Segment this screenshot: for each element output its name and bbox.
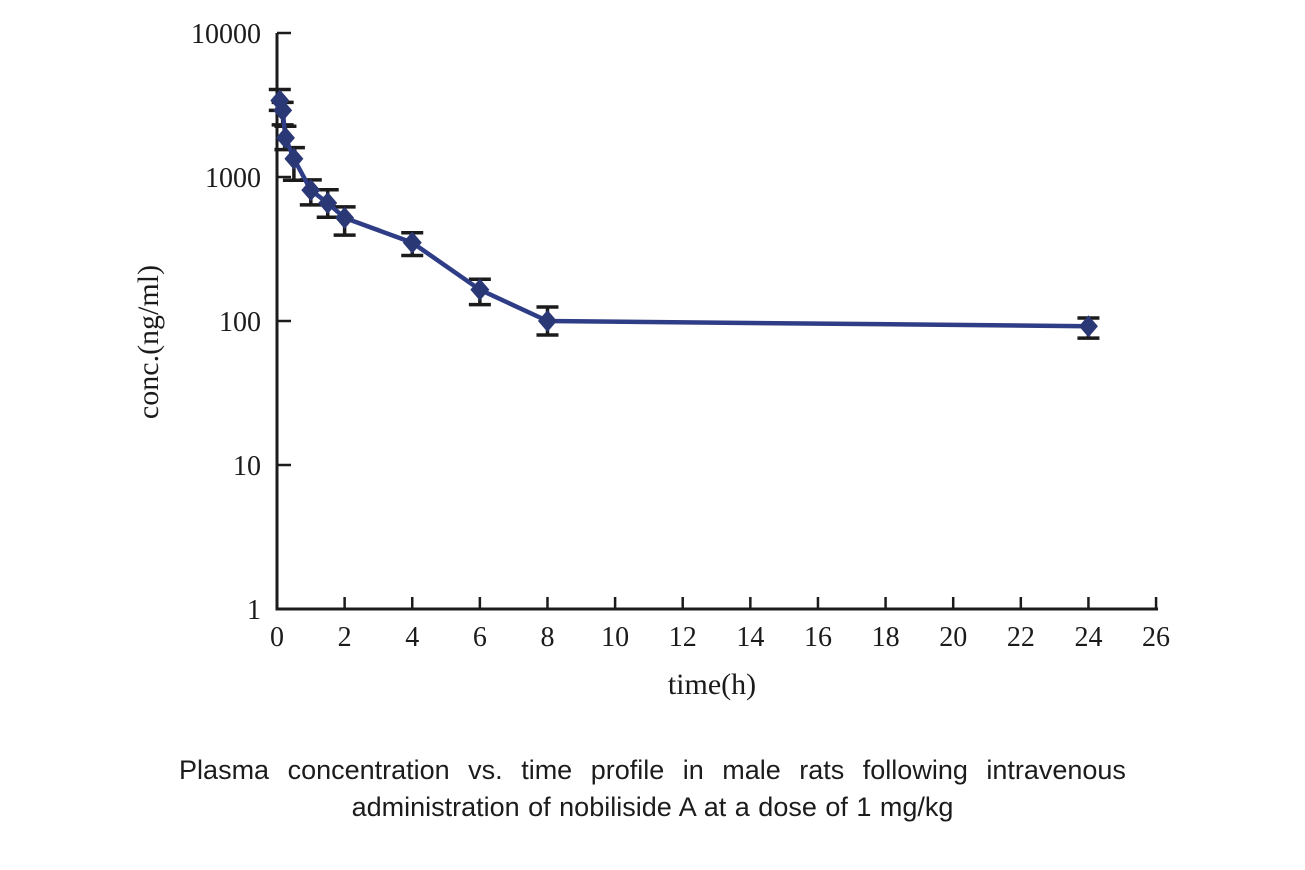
data-point-marker [275,126,295,149]
data-point-marker [335,206,355,229]
series-line [277,98,1091,329]
x-tick-label: 10 [601,622,629,653]
data-point-marker [1078,315,1098,338]
x-tick-label: 14 [736,622,764,653]
x-tick-label: 16 [804,622,832,653]
caption-line-1: Plasma concentration vs. time profile in… [179,755,1126,785]
x-tick-label: 26 [1142,622,1170,653]
data-point-marker [301,179,321,202]
x-tick-label: 8 [540,622,554,653]
figure-caption: Plasma concentration vs. time profile in… [0,752,1305,826]
x-tick-label: 4 [405,622,419,653]
caption-line-2: administration of nobiliside A at a dose… [351,792,954,822]
data-point-marker [318,191,338,214]
y-tick-label: 1 [247,595,261,626]
x-tick-label: 22 [1007,622,1035,653]
x-axis-title: time(h) [668,668,756,701]
data-point-marker [537,310,557,332]
y-tick-label: 100 [219,307,261,338]
x-tick-label: 2 [338,622,352,653]
x-tick-label: 6 [473,622,487,653]
data-point-marker [470,278,490,301]
y-axis-title: conc.(ng/ml) [132,265,165,419]
y-tick-label: 1000 [205,163,261,194]
x-tick-label: 0 [270,622,284,653]
data-point-marker [284,147,304,170]
x-tick-label: 12 [669,622,697,653]
y-tick-label: 10000 [191,19,261,50]
x-tick-label: 20 [939,622,967,653]
y-tick-label: 10 [233,451,261,482]
data-point-marker [402,231,422,254]
series-nobiliside-a [268,87,1100,340]
x-tick-label: 18 [872,622,900,653]
data-point-marker [273,99,293,122]
x-tick-label: 24 [1074,622,1102,653]
